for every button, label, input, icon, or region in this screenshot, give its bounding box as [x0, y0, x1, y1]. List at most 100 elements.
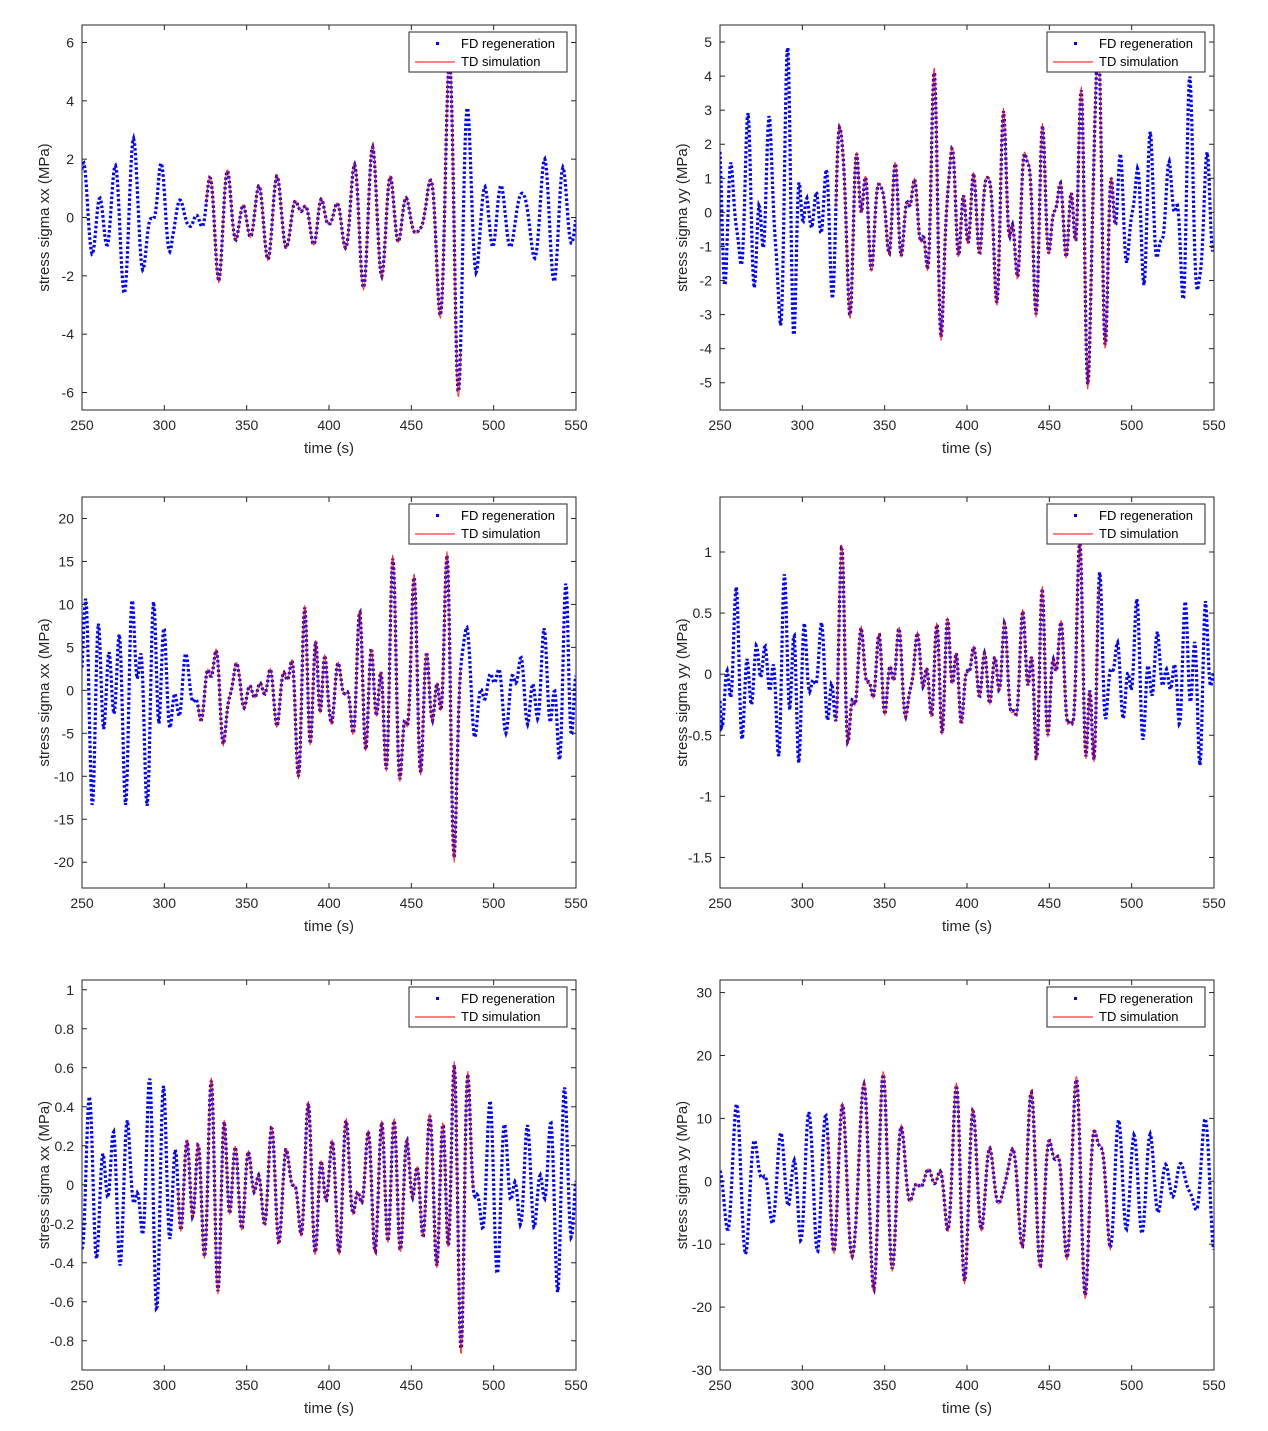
- x-tick-label: 450: [1038, 1377, 1062, 1393]
- y-tick-label: 20: [58, 510, 74, 526]
- x-axis-label: time (s): [304, 440, 354, 457]
- legend-marker-fd: [1074, 42, 1077, 45]
- legend-label-fd: FD regeneration: [1099, 508, 1193, 523]
- subplot-3: 250 300 350 400 450 500 550 -20 -15 -10 -5 0 5 10 15 20…: [36, 496, 588, 935]
- y-tick-label: -3: [700, 307, 713, 323]
- x-tick-label: 500: [482, 895, 506, 911]
- legend-label-td: TD simulation: [461, 1009, 540, 1024]
- y-tick-label: -6: [62, 385, 75, 401]
- x-tick-label: 250: [708, 895, 732, 911]
- legend-label-fd: FD regeneration: [1099, 991, 1193, 1006]
- y-tick-label: 0: [66, 210, 74, 226]
- y-tick-label: -0.2: [50, 1216, 74, 1232]
- legend-label-td: TD simulation: [1099, 526, 1178, 541]
- y-tick-label: 1: [704, 170, 712, 186]
- y-tick-label: 20: [696, 1047, 712, 1063]
- legend-label-fd: FD regeneration: [461, 508, 555, 523]
- y-tick-label: 10: [58, 596, 74, 612]
- y-tick-label: 4: [66, 93, 74, 109]
- legend: FD regeneration TD simulation: [408, 986, 568, 1028]
- x-tick-label: 400: [955, 417, 979, 433]
- series-td-simulation: [177, 1061, 474, 1354]
- y-tick-label: 1: [704, 544, 712, 560]
- x-tick-label: 300: [791, 417, 815, 433]
- y-tick-label: 3: [704, 102, 712, 118]
- y-tick-label: -20: [692, 1299, 712, 1315]
- x-tick-label: 250: [708, 1377, 732, 1393]
- legend-box: [1046, 986, 1206, 1028]
- y-tick-label: -20: [54, 854, 74, 870]
- y-tick-label: 10: [696, 1110, 712, 1126]
- x-axis-label: time (s): [304, 918, 354, 935]
- subplot-5: 250 300 350 400 450 500 550 -0.8 -0.6 -0.4 -0.2 0 0.…: [36, 979, 588, 1417]
- x-tick-label: 350: [873, 417, 897, 433]
- y-tick-label: -1: [700, 238, 713, 254]
- y-tick-label: -10: [692, 1236, 712, 1252]
- y-tick-label: 0: [704, 1173, 712, 1189]
- x-tick-label: 300: [791, 1377, 815, 1393]
- subplot-6: 250 300 350 400 450 500 550 -30 -20 -10 0 10 20 30 tim…: [674, 979, 1226, 1417]
- y-tick-label: 0: [66, 682, 74, 698]
- y-axis-label: stress sigma yy (MPa): [674, 618, 691, 766]
- x-axis-label: time (s): [942, 918, 992, 935]
- legend-label-td: TD simulation: [461, 54, 540, 69]
- x-tick-label: 450: [1038, 417, 1062, 433]
- legend-marker-fd: [436, 997, 439, 1000]
- x-tick-label: 550: [564, 895, 588, 911]
- x-axis-label: time (s): [942, 440, 992, 457]
- x-tick-label: 350: [235, 1377, 259, 1393]
- legend: FD regeneration TD simulation: [1046, 986, 1206, 1028]
- y-tick-label: 2: [704, 136, 712, 152]
- legend-marker-fd: [436, 42, 439, 45]
- legend-box: [408, 503, 568, 545]
- x-tick-label: 500: [482, 417, 506, 433]
- series-td-simulation: [835, 537, 1100, 763]
- x-tick-label: 400: [317, 895, 341, 911]
- y-tick-label: 2: [66, 151, 74, 167]
- legend-label-td: TD simulation: [461, 526, 540, 541]
- y-tick-label: 0: [704, 204, 712, 220]
- legend: FD regeneration TD simulation: [408, 31, 568, 73]
- x-tick-label: 500: [1120, 417, 1144, 433]
- legend: FD regeneration TD simulation: [1046, 31, 1206, 73]
- legend-marker-fd: [436, 514, 439, 517]
- y-tick-label: -10: [54, 768, 74, 784]
- y-tick-label: -1: [700, 788, 713, 804]
- x-tick-label: 500: [1120, 1377, 1144, 1393]
- legend-box: [408, 986, 568, 1028]
- subplot-4: 250 300 350 400 450 500 550 -1.5 -1 -0.5 0 0.5 1 time…: [674, 496, 1226, 935]
- x-tick-label: 400: [955, 1377, 979, 1393]
- x-tick-label: 550: [1202, 1377, 1226, 1393]
- x-tick-label: 550: [564, 417, 588, 433]
- x-tick-label: 250: [708, 417, 732, 433]
- y-tick-label: 5: [704, 34, 712, 50]
- y-tick-label: 4: [704, 68, 712, 84]
- x-axis-label: time (s): [942, 1400, 992, 1417]
- x-tick-label: 300: [791, 895, 815, 911]
- x-axis-label: time (s): [304, 1400, 354, 1417]
- x-tick-label: 450: [400, 1377, 424, 1393]
- series-group: [720, 1071, 1214, 1299]
- y-tick-label: 15: [58, 553, 74, 569]
- series-fd-regeneration: [720, 1074, 1214, 1296]
- y-tick-label: 0.6: [55, 1060, 75, 1076]
- y-tick-label: -0.4: [50, 1255, 74, 1271]
- x-tick-label: 400: [955, 895, 979, 911]
- y-axis-label: stress sigma yy (MPa): [674, 143, 691, 291]
- x-tick-label: 500: [1120, 895, 1144, 911]
- y-tick-label: -5: [62, 725, 75, 741]
- x-tick-label: 500: [482, 1377, 506, 1393]
- legend-box: [1046, 503, 1206, 545]
- legend-label-fd: FD regeneration: [461, 991, 555, 1006]
- legend-marker-fd: [1074, 997, 1077, 1000]
- x-tick-label: 300: [153, 895, 177, 911]
- subplot-2: 250 300 350 400 450 500 550 -5 -4 -3 -2 -1 0 1 2 3 4 5 tim…: [674, 24, 1226, 457]
- x-tick-label: 450: [1038, 895, 1062, 911]
- series-group: [82, 55, 576, 398]
- series-group: [82, 551, 576, 863]
- y-tick-label: -0.5: [688, 727, 712, 743]
- x-tick-label: 250: [70, 895, 94, 911]
- series-td-simulation: [205, 55, 462, 398]
